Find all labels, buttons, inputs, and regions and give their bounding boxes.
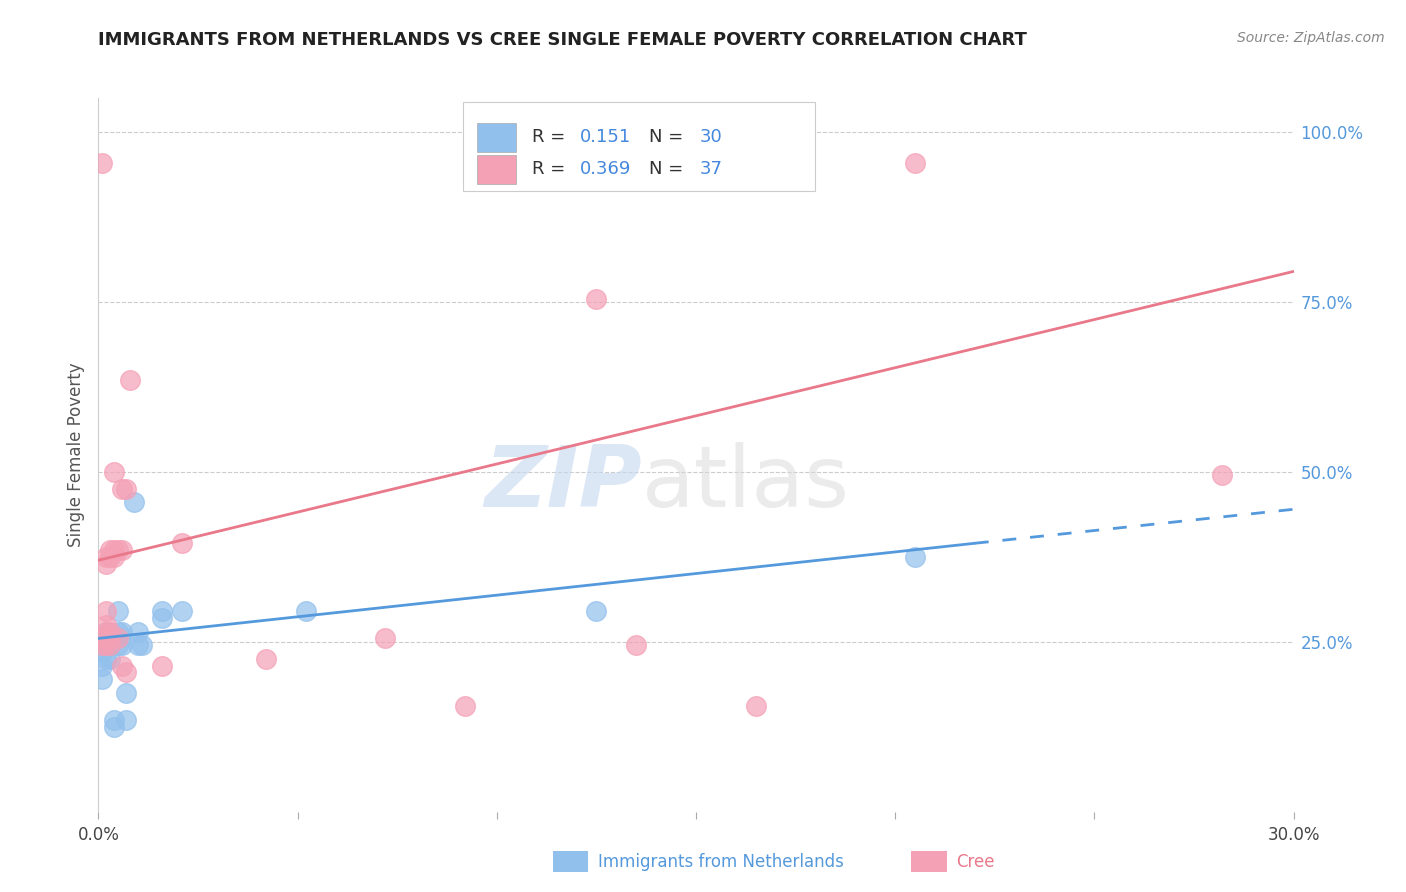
Point: [172, 536, 194, 550]
Point: [96, 624, 118, 639]
Point: [254, 652, 277, 666]
Bar: [553, 851, 589, 872]
Point: [96, 549, 118, 564]
Point: [115, 686, 138, 700]
Point: [111, 658, 134, 673]
Bar: [477, 155, 516, 184]
Point: [585, 604, 607, 618]
Point: [91, 638, 114, 652]
Point: [115, 665, 138, 680]
Point: [96, 638, 118, 652]
Point: [91, 658, 114, 673]
Point: [127, 624, 149, 639]
Point: [91, 632, 114, 646]
Text: 0.151: 0.151: [581, 128, 631, 146]
Point: [374, 632, 396, 646]
Point: [103, 549, 125, 564]
Point: [107, 604, 129, 618]
Text: Immigrants from Netherlands: Immigrants from Netherlands: [598, 853, 844, 871]
Text: Source: ZipAtlas.com: Source: ZipAtlas.com: [1237, 31, 1385, 45]
Point: [127, 638, 149, 652]
Point: [172, 604, 194, 618]
Point: [100, 543, 122, 558]
Point: [96, 557, 118, 571]
Point: [103, 465, 125, 479]
Point: [150, 604, 173, 618]
Point: [115, 713, 138, 727]
FancyBboxPatch shape: [463, 102, 815, 191]
Point: [107, 624, 129, 639]
Point: [91, 155, 114, 169]
Point: [96, 617, 118, 632]
Text: N =: N =: [650, 161, 689, 178]
Text: 30: 30: [700, 128, 723, 146]
Point: [1211, 468, 1233, 483]
Point: [120, 373, 142, 387]
Point: [100, 638, 122, 652]
Point: [100, 638, 122, 652]
Text: R =: R =: [533, 128, 571, 146]
Point: [745, 699, 768, 714]
Point: [150, 658, 173, 673]
Text: Cree: Cree: [956, 853, 995, 871]
Bar: [911, 851, 948, 872]
Point: [91, 645, 114, 659]
Text: N =: N =: [650, 128, 689, 146]
Point: [91, 632, 114, 646]
Text: R =: R =: [533, 161, 571, 178]
Point: [107, 632, 129, 646]
Point: [111, 482, 134, 496]
Point: [100, 632, 122, 646]
Point: [131, 638, 153, 652]
Text: ZIP: ZIP: [485, 442, 643, 525]
Point: [100, 632, 122, 646]
Point: [100, 624, 122, 639]
Text: IMMIGRANTS FROM NETHERLANDS VS CREE SINGLE FEMALE POVERTY CORRELATION CHART: IMMIGRANTS FROM NETHERLANDS VS CREE SING…: [98, 31, 1028, 49]
Point: [103, 543, 125, 558]
Point: [103, 713, 125, 727]
Point: [124, 495, 146, 509]
Point: [96, 638, 118, 652]
Point: [150, 611, 173, 625]
Point: [96, 604, 118, 618]
Point: [585, 292, 607, 306]
Point: [454, 699, 477, 714]
Point: [294, 604, 316, 618]
Point: [111, 543, 134, 558]
Point: [111, 624, 134, 639]
Point: [107, 543, 129, 558]
Point: [96, 632, 118, 646]
Point: [626, 638, 648, 652]
Point: [103, 720, 125, 734]
Point: [100, 652, 122, 666]
Point: [96, 624, 118, 639]
Point: [904, 155, 927, 169]
Y-axis label: Single Female Poverty: Single Female Poverty: [66, 363, 84, 547]
Point: [100, 549, 122, 564]
Bar: [477, 123, 516, 152]
Point: [904, 549, 927, 564]
Text: 0.369: 0.369: [581, 161, 631, 178]
Point: [107, 638, 129, 652]
Point: [96, 652, 118, 666]
Point: [115, 482, 138, 496]
Text: 37: 37: [700, 161, 723, 178]
Point: [111, 638, 134, 652]
Point: [91, 672, 114, 686]
Text: atlas: atlas: [643, 442, 851, 525]
